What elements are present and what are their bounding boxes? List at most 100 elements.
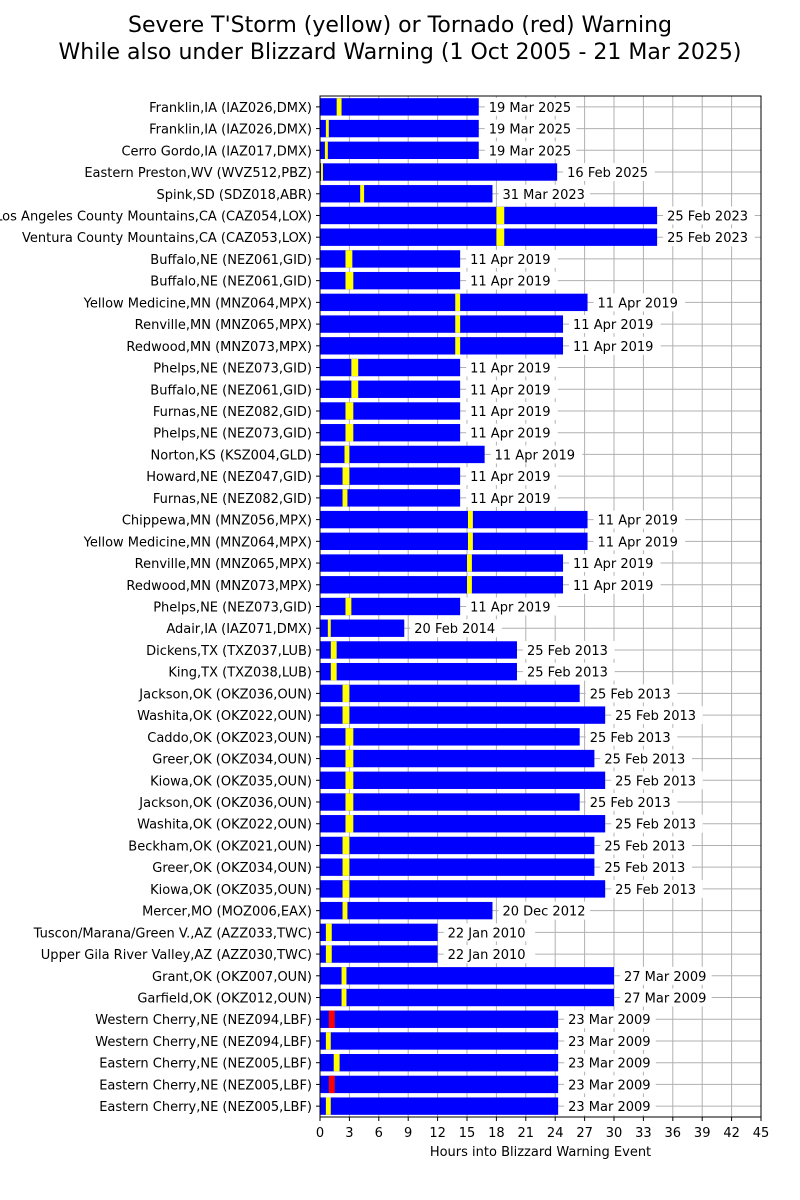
warning-mark (455, 293, 461, 312)
warning-mark (342, 880, 350, 898)
duration-bar (320, 315, 564, 333)
y-tick-label: Furnas,NE (NEZ082,GID) (153, 492, 312, 507)
date-label: 11 Apr 2019 (598, 514, 678, 529)
date-labels-layer: 19 Mar 2025 19 Mar 2025 19 Mar 2025 16 Feb … (410, 97, 755, 1116)
date-label-bg (600, 836, 692, 855)
date-label-bg (620, 966, 712, 985)
duration-bar (320, 98, 479, 116)
date-label: 25 Feb 2013 (615, 883, 696, 898)
warning-mark (345, 402, 354, 420)
duration-bar (320, 532, 588, 551)
y-tick-label: Jackson,OK (OKZ036,OUN) (138, 687, 312, 702)
duration-bar (320, 424, 461, 442)
warning-mark (341, 967, 347, 985)
duration-bar (320, 706, 606, 724)
y-tick-label: Howard,NE (NEZ047,GID) (146, 470, 312, 485)
date-label: 11 Apr 2019 (470, 470, 550, 485)
warning-mark (328, 1075, 335, 1094)
date-label-bg (564, 1031, 656, 1050)
y-tick-label: Phelps,NE (NEZ073,GID) (153, 601, 312, 616)
date-label-bg (443, 923, 536, 942)
date-label: 25 Feb 2013 (527, 666, 608, 681)
date-label: 19 Mar 2025 (489, 101, 571, 116)
y-tick-label: Phelps,NE (NEZ073,GID) (153, 362, 312, 377)
date-label: 25 Feb 2013 (604, 839, 685, 854)
duration-bar (320, 402, 461, 420)
duration-bar (320, 793, 580, 811)
date-label: 22 Jan 2010 (448, 948, 526, 963)
warning-mark (342, 901, 348, 920)
duration-bar (320, 1097, 559, 1115)
date-label-bg (564, 1053, 656, 1072)
x-tick-label: 24 (547, 1126, 564, 1141)
y-tick-label: Adair,IA (IAZ071,DMX) (166, 622, 312, 637)
warning-mark (324, 141, 328, 159)
x-ticks-layer: 0 3 6 9 12 15 18 21 24 27 30 33 36 39 42 45 (316, 1117, 769, 1141)
date-label: 11 Apr 2019 (470, 383, 550, 398)
duration-bar (320, 141, 479, 159)
duration-bar (320, 445, 485, 464)
duration-bar (320, 250, 461, 268)
warnings-layer (320, 98, 505, 1115)
duration-bar (320, 358, 461, 377)
date-label-bg (600, 749, 692, 768)
y-tick-label: Upper Gila River Valley,AZ (AZZ030,TWC) (41, 948, 312, 963)
x-tick-label: 0 (316, 1126, 324, 1141)
date-label-bg (498, 901, 591, 920)
warning-mark (342, 467, 350, 485)
x-tick-label: 12 (429, 1126, 446, 1141)
x-tick-label: 21 (518, 1126, 535, 1141)
y-tick-label: Norton,KS (KSZ004,GLD) (151, 448, 312, 463)
warning-mark (320, 163, 323, 181)
duration-bar (320, 1075, 559, 1094)
y-tick-label: Los Angeles County Mountains,CA (CAZ054,… (0, 209, 312, 224)
y-tick-label: Garfield,OK (OKZ012,OUN) (137, 992, 312, 1007)
date-label: 23 Mar 2009 (568, 1057, 650, 1072)
date-label-bg (498, 184, 591, 203)
y-tick-label: Renville,MN (MNZ065,MPX) (135, 557, 312, 572)
warning-mark (333, 1054, 340, 1072)
duration-bar (320, 206, 658, 225)
x-tick-label: 36 (665, 1126, 682, 1141)
warning-mark (496, 206, 505, 225)
x-tick-label: 42 (723, 1126, 740, 1141)
warning-mark (467, 510, 473, 529)
duration-bar (320, 467, 461, 485)
y-tick-label: Phelps,NE (NEZ073,GID) (153, 427, 312, 442)
duration-bar (320, 619, 405, 637)
date-label-bg (569, 554, 661, 573)
date-label-bg (585, 727, 678, 746)
warning-mark (467, 532, 473, 551)
chart-title-line2: While also under Blizzard Warning (1 Oct… (58, 40, 742, 65)
warning-mark (325, 923, 332, 942)
duration-bar (320, 597, 461, 616)
y-tick-label: Grant,OK (OKZ007,OUN) (152, 970, 312, 985)
y-tick-label: Buffalo,NE (NEZ061,GID) (150, 275, 312, 290)
y-tick-label: Redwood,MN (MNZ073,MPX) (126, 579, 312, 594)
y-tick-label: Kiowa,OK (OKZ035,OUN) (150, 883, 312, 898)
x-tick-label: 15 (459, 1126, 476, 1141)
date-label-bg (522, 640, 615, 659)
y-tick-label: Western Cherry,NE (NEZ094,LBF) (95, 1013, 312, 1028)
warning-mark (345, 424, 354, 442)
y-tick-label: Kiowa,OK (OKZ035,OUN) (150, 774, 312, 789)
duration-bar (320, 380, 461, 398)
duration-bar (320, 1010, 559, 1028)
warning-mark (330, 641, 337, 659)
date-label-bg (466, 401, 558, 420)
y-tick-label: Washita,OK (OKZ022,OUN) (137, 709, 312, 724)
date-label-bg (564, 1010, 656, 1029)
warning-mark (330, 662, 337, 681)
y-tick-label: Chippewa,MN (MNZ056,MPX) (122, 514, 312, 529)
date-label: 11 Apr 2019 (470, 253, 550, 268)
x-tick-label: 3 (345, 1126, 353, 1141)
date-label: 11 Apr 2019 (470, 601, 550, 616)
warning-mark (351, 358, 359, 377)
y-tick-label: Cerro Gordo,IA (IAZ017,DMX) (121, 144, 312, 159)
date-label-bg (611, 771, 703, 790)
duration-bar (320, 337, 564, 355)
date-label: 11 Apr 2019 (598, 535, 678, 550)
date-label: 23 Mar 2009 (568, 1013, 650, 1028)
date-label: 11 Apr 2019 (573, 557, 653, 572)
